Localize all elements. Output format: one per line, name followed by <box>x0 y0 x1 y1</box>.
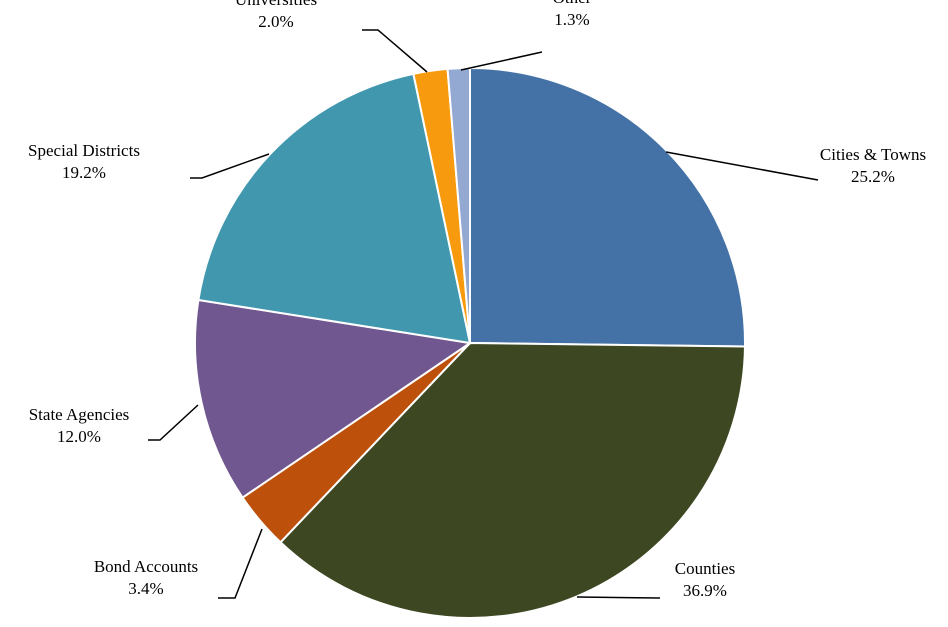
slice-labels: Cities & Towns 25.2% Counties 36.9% Bond Acc… <box>28 0 926 600</box>
pie-slice-cities-and-towns <box>469 66 746 348</box>
leader-line-cities-and-towns <box>665 151 819 181</box>
pie-slice-counties <box>279 341 746 619</box>
pie-slices <box>194 66 746 619</box>
data-label-cities-and-towns: Cities & Towns 25.2% <box>820 145 926 186</box>
leader-line-bond-accounts <box>218 528 263 599</box>
leader-line-state-agencies <box>148 404 199 441</box>
data-label-state-agencies: State Agencies 12.0% <box>29 405 130 446</box>
data-label-other: Other1.3% <box>553 0 592 29</box>
pie-slice-special-districts <box>197 72 472 345</box>
leader-line-special-districts <box>190 153 270 179</box>
leader-lines <box>148 29 819 599</box>
data-label-counties: Counties 36.9% <box>675 559 735 600</box>
data-label-bond-accounts: Bond Accounts 3.4% <box>94 557 198 598</box>
data-label-special-districts: Special Districts 19.2% <box>28 141 140 182</box>
pie-slice-state-agencies <box>194 298 473 499</box>
leader-line-public-colleges-and-universities <box>362 29 428 73</box>
leader-line-other <box>460 51 543 71</box>
data-label-public-colleges-and-universities: Public Colleges &Universities2.0% <box>214 0 339 31</box>
leader-line-counties <box>576 596 661 599</box>
